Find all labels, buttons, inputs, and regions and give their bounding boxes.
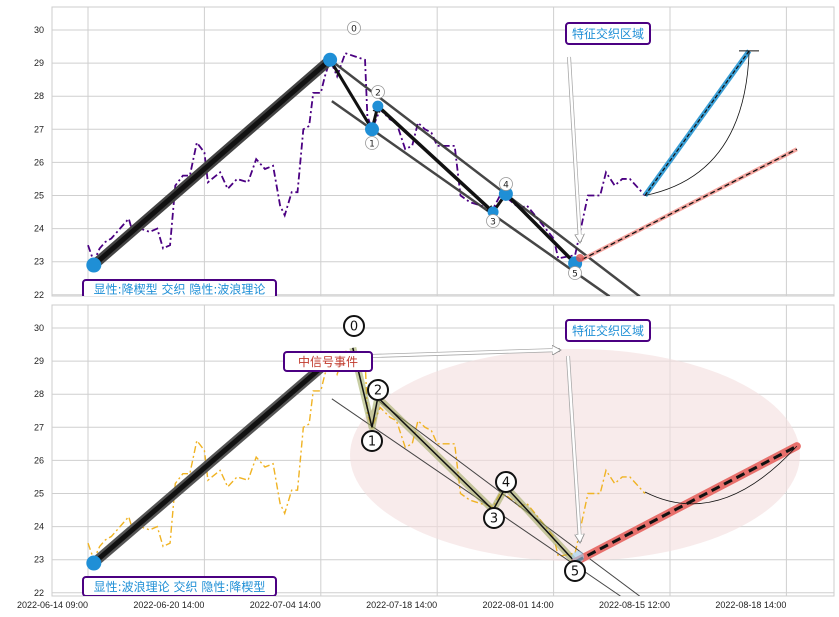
wave-path: [352, 347, 576, 563]
y-tick-label: 24: [34, 224, 44, 234]
annotation-arrow-fill: [567, 56, 582, 241]
pattern-label-box: 显性:降楔型 交织 隐性:波浪理论: [94, 282, 266, 297]
y-tick-label: 29: [34, 356, 44, 366]
y-tick-label: 23: [34, 257, 44, 267]
pattern-label-box-frame: [82, 279, 277, 296]
wave-label-circle: [347, 21, 361, 35]
wave-label-circle: [361, 430, 383, 452]
y-tick-label: 27: [34, 422, 44, 432]
intersection-marker: [576, 254, 584, 262]
y-tick-label: 25: [34, 191, 44, 201]
y-tick-label: 28: [34, 389, 44, 399]
annotation-box-frame: [565, 22, 651, 45]
channel-line: [331, 100, 611, 296]
x-tick-label: 2022-07-04 14:00: [250, 600, 321, 610]
projection-arc: [644, 445, 798, 505]
wave-label-circle: [486, 214, 500, 228]
wave-label: 0: [350, 320, 358, 335]
wave-point: [372, 100, 384, 112]
y-tick-label: 22: [34, 588, 44, 598]
wave-label: 1: [369, 140, 375, 150]
wave-point: [86, 555, 102, 571]
wave-point: [365, 122, 380, 137]
x-axis: 2022-06-14 09:00 2022-06-20 14:00 2022-07-…: [17, 600, 786, 610]
projection-line-red: [571, 442, 801, 567]
x-tick-label: 2022-06-20 14:00: [133, 600, 204, 610]
wave-label: 3: [490, 218, 496, 228]
projection-line-blue: [642, 49, 752, 197]
pattern-label-box-frame: [82, 576, 277, 596]
y-tick-label: 24: [34, 522, 44, 532]
wave-label: 5: [571, 565, 579, 580]
projection-arc: [644, 50, 750, 196]
event-box-frame: [283, 351, 373, 372]
y-tick-label: 22: [34, 290, 44, 300]
x-tick-label: 2022-07-18 14:00: [366, 600, 437, 610]
x-tick-label: 2022-08-18 14:00: [715, 600, 786, 610]
plot-area: [51, 6, 835, 297]
y-tick-label: 30: [34, 323, 44, 333]
wave-label: 2: [374, 384, 382, 399]
wave-label-circle: [495, 471, 517, 493]
wave-label-circle: [568, 266, 582, 280]
pattern-label-box: 显性:波浪理论 交织 隐性:降楔型: [94, 579, 266, 594]
wave-label: 0: [351, 25, 357, 35]
y-tick-label: 30: [34, 25, 44, 35]
wave-label: 4: [502, 476, 510, 491]
impulse-leg: [92, 358, 332, 565]
wave-label-circle: [367, 379, 389, 401]
wave-arrow: [376, 104, 495, 214]
wave-label-circle: [564, 560, 586, 582]
y-tick-label: 25: [34, 489, 44, 499]
wave-label-circle: [499, 177, 513, 191]
wave-arrow: [504, 192, 577, 265]
y-tick-label: 28: [34, 91, 44, 101]
wave-point: [498, 186, 513, 201]
annotation-box-frame: [565, 319, 651, 342]
wave-label: 3: [490, 512, 498, 527]
annotation-box: 特征交织区域: [572, 26, 644, 41]
wave-point: [86, 257, 102, 273]
y-tick-label: 26: [34, 157, 44, 167]
x-tick-label: 2022-08-01 14:00: [483, 600, 554, 610]
y-tick-label: 23: [34, 555, 44, 565]
annotation-box: 特征交织区域: [572, 323, 644, 338]
wave-label-circle: [365, 136, 379, 150]
y-tick-label: 27: [34, 124, 44, 134]
event-arrow-fill: [371, 348, 559, 358]
wave-point: [323, 52, 338, 67]
wave-label: 1: [368, 435, 376, 450]
x-tick-label: 2022-06-14 09:00: [17, 600, 88, 610]
wave-label: 2: [375, 89, 381, 99]
wave-arrow: [328, 59, 374, 131]
event-box: 中信号事件: [298, 354, 358, 369]
y-tick-label: 29: [34, 58, 44, 68]
annotation-arrow-fill: [566, 355, 582, 541]
wave-label-circle: [483, 507, 505, 529]
wave-label: 4: [503, 181, 509, 191]
projection-dash: [574, 148, 798, 264]
impulse-leg: [92, 57, 332, 267]
wave-label-circle: [371, 85, 385, 99]
x-tick-label: 2022-08-15 12:00: [599, 600, 670, 610]
wave-label: 5: [572, 270, 578, 280]
wave-label-circle: [343, 315, 365, 337]
y-tick-label: 26: [34, 455, 44, 465]
